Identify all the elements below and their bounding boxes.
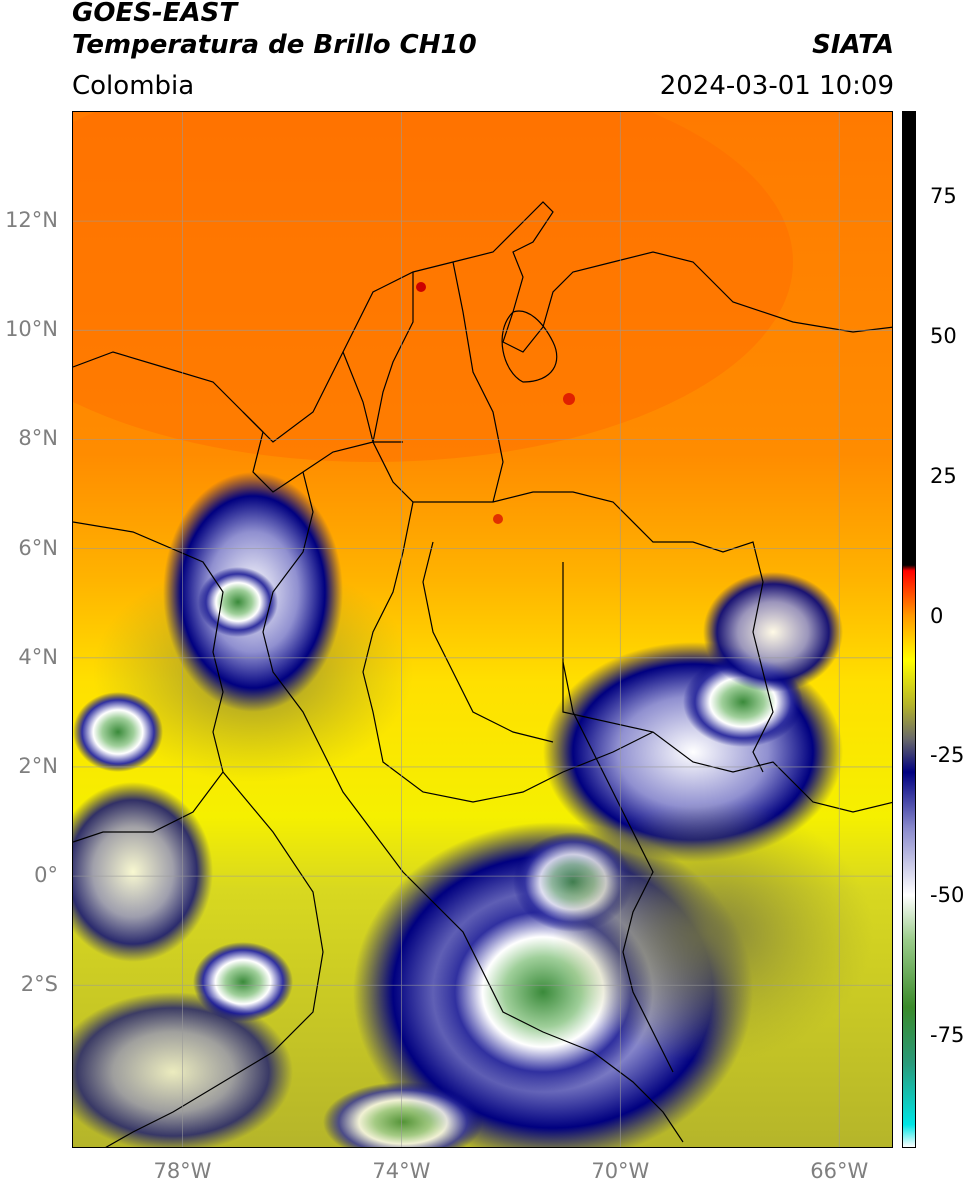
satellite-map[interactable] [72, 111, 893, 1148]
colorbar-gradient [903, 112, 915, 1147]
lon-tick-label: 66°W [810, 1159, 869, 1183]
lat-tick-label: 4°N [18, 644, 58, 669]
lat-tick-label: 12°N [5, 208, 58, 233]
colorbar-tick-label: 0 [930, 603, 944, 628]
region-label: Colombia [72, 71, 195, 101]
colorbar-tick-label: 25 [930, 463, 957, 488]
lon-tick-label: 74°W [372, 1159, 431, 1183]
lat-tick-label: 0° [34, 863, 58, 888]
lat-tick-label: 8°N [18, 426, 58, 451]
colorbar-tick-label: -75 [930, 1023, 965, 1048]
organization-label: SIATA [812, 30, 894, 60]
timestamp-label: 2024-03-01 10:09 [659, 71, 894, 101]
colorbar-tick-label: -50 [930, 883, 965, 908]
colorbar-tick-label: -25 [930, 743, 965, 768]
colorbar [902, 111, 916, 1148]
product-title: GOES-EAST [72, 0, 238, 28]
lon-tick-label: 78°W [153, 1159, 212, 1183]
colorbar-tick-label: 75 [930, 183, 957, 208]
lon-tick-label: 70°W [591, 1159, 650, 1183]
lat-tick-label: 2°S [20, 972, 58, 997]
variable-title: Temperatura de Brillo CH10 [72, 30, 477, 60]
colorbar-tick-label: 50 [930, 323, 957, 348]
lat-tick-label: 10°N [5, 317, 58, 342]
lat-tick-label: 2°N [18, 753, 58, 778]
satellite-imagery [73, 112, 892, 1147]
lat-tick-label: 6°N [18, 535, 58, 560]
